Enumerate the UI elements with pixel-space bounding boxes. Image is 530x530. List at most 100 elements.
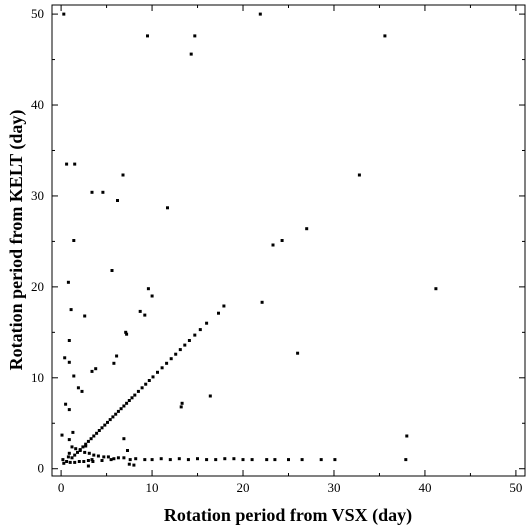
data-point — [86, 459, 90, 462]
y-tick-label: 0 — [38, 461, 45, 476]
data-point — [271, 243, 275, 247]
data-point — [150, 294, 154, 298]
data-point — [273, 458, 277, 462]
data-point — [180, 401, 184, 405]
x-tick-label: 0 — [58, 480, 65, 495]
y-axis-title: Rotation period from KELT (day) — [6, 110, 27, 371]
data-point — [62, 461, 66, 465]
data-point — [151, 375, 155, 379]
data-point — [196, 457, 199, 461]
data-point — [186, 458, 190, 462]
data-point — [112, 457, 116, 461]
data-point — [71, 430, 75, 434]
data-point — [119, 407, 123, 411]
data-point — [232, 457, 236, 461]
y-tick-label: 50 — [31, 6, 44, 21]
data-point — [146, 287, 150, 291]
x-tick-label: 10 — [146, 480, 159, 495]
data-point — [90, 369, 94, 373]
x-tick-label: 30 — [327, 480, 340, 495]
data-point — [138, 309, 142, 313]
data-point — [434, 287, 438, 291]
data-point — [82, 460, 86, 463]
data-point — [74, 447, 78, 451]
data-point — [106, 420, 109, 424]
data-point — [73, 453, 77, 457]
x-tick-label: 20 — [237, 480, 250, 495]
data-point — [187, 339, 191, 342]
data-point — [383, 34, 387, 38]
data-point — [146, 34, 149, 38]
data-point — [357, 173, 361, 177]
data-point — [67, 438, 71, 442]
data-point — [72, 239, 76, 242]
data-point — [89, 437, 93, 441]
data-point — [125, 332, 129, 336]
data-point — [67, 408, 71, 412]
data-point — [333, 458, 337, 462]
data-point — [92, 434, 96, 438]
data-point — [125, 401, 129, 405]
data-point — [87, 451, 91, 455]
data-point — [122, 437, 126, 441]
data-point — [106, 455, 110, 459]
data-point — [100, 426, 104, 430]
x-axis-title: Rotation period from VSX (day) — [164, 505, 412, 526]
data-point — [143, 313, 147, 317]
data-point — [68, 460, 72, 464]
data-point — [70, 456, 74, 460]
data-point — [130, 396, 134, 400]
data-point — [168, 458, 172, 462]
data-point — [63, 356, 67, 360]
data-point — [250, 458, 254, 462]
y-tick-label: 40 — [31, 97, 44, 112]
data-point — [101, 190, 105, 194]
data-point — [116, 409, 120, 413]
data-point — [81, 445, 85, 449]
data-point — [60, 433, 64, 437]
data-point — [143, 458, 147, 462]
data-point — [112, 361, 116, 365]
data-point — [132, 463, 136, 467]
data-point — [110, 269, 114, 272]
data-point — [70, 445, 74, 449]
data-point — [122, 404, 126, 408]
axis-ticks: 0 10 20 30 40 50 0 10 20 30 40 50 — [31, 5, 525, 495]
data-point — [265, 458, 269, 462]
data-point — [109, 458, 113, 462]
data-point — [166, 206, 169, 210]
data-point — [404, 458, 408, 462]
data-point — [83, 314, 87, 318]
data-point — [65, 162, 69, 166]
data-point — [169, 357, 173, 361]
data-point — [134, 457, 138, 461]
data-point — [95, 431, 99, 435]
data-point — [127, 399, 131, 402]
data-point — [84, 444, 88, 448]
data-point — [90, 458, 94, 462]
data-point — [78, 448, 82, 452]
data-point — [178, 348, 182, 352]
data-point — [405, 434, 409, 438]
data-point — [115, 354, 119, 358]
data-point — [92, 453, 96, 457]
data-point — [150, 458, 154, 462]
data-point — [80, 389, 84, 393]
data-point — [86, 464, 90, 468]
data-point — [121, 173, 125, 177]
data-point — [91, 460, 95, 463]
data-point — [183, 343, 187, 347]
data-point — [258, 12, 262, 16]
data-point — [73, 460, 77, 464]
data-point — [126, 449, 129, 452]
data-point — [136, 389, 140, 393]
data-point — [114, 412, 118, 416]
data-point — [67, 451, 71, 455]
y-tick-label: 20 — [31, 279, 44, 294]
data-point — [193, 333, 197, 337]
data-point — [122, 456, 126, 460]
data-point — [94, 367, 98, 371]
data-point — [159, 457, 163, 461]
data-point — [222, 304, 226, 308]
